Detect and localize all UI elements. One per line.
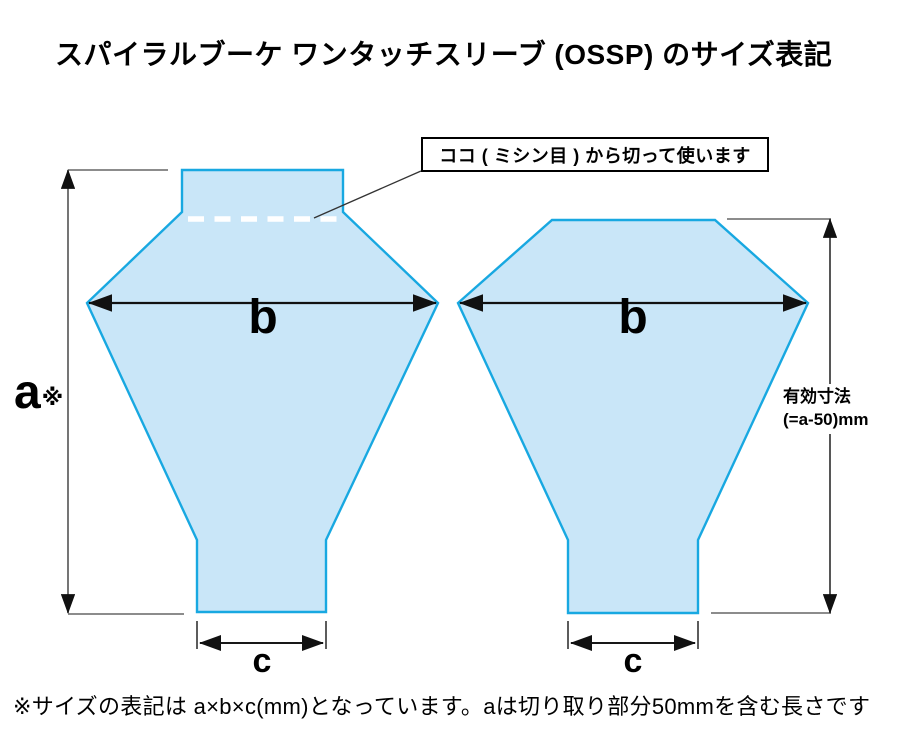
effective-length-line1: 有効寸法 bbox=[783, 387, 851, 406]
dimension-c-label-left: c bbox=[252, 642, 272, 680]
size-notation-footnote: ※サイズの表記は a×b×c(mm)となっています。aは切り取り部分50mmを含… bbox=[13, 694, 871, 719]
effective-length-line2: (=a-50)mm bbox=[783, 409, 869, 429]
callout-leader-line bbox=[313, 170, 422, 219]
dimension-a-letter: a bbox=[14, 366, 41, 419]
dimension-c-label-right: c bbox=[623, 642, 643, 680]
dimension-b-label-left: b bbox=[248, 291, 278, 344]
effective-length-label: 有効寸法 (=a-50)mm bbox=[780, 384, 872, 434]
dimension-a-label: a※ bbox=[14, 366, 64, 419]
dimension-b-label-right: b bbox=[618, 291, 648, 344]
perforation-callout-label: ココ ( ミシン目 ) から切って使います bbox=[439, 145, 751, 166]
right-sleeve-shape bbox=[456, 218, 810, 615]
left-sleeve-shape bbox=[85, 168, 440, 614]
perforation-callout-box: ココ ( ミシン目 ) から切って使います bbox=[421, 137, 769, 172]
dimension-a-note-mark: ※ bbox=[41, 385, 64, 410]
page-title: スパイラルブーケ ワンタッチスリーブ (OSSP) のサイズ表記 bbox=[55, 39, 833, 70]
